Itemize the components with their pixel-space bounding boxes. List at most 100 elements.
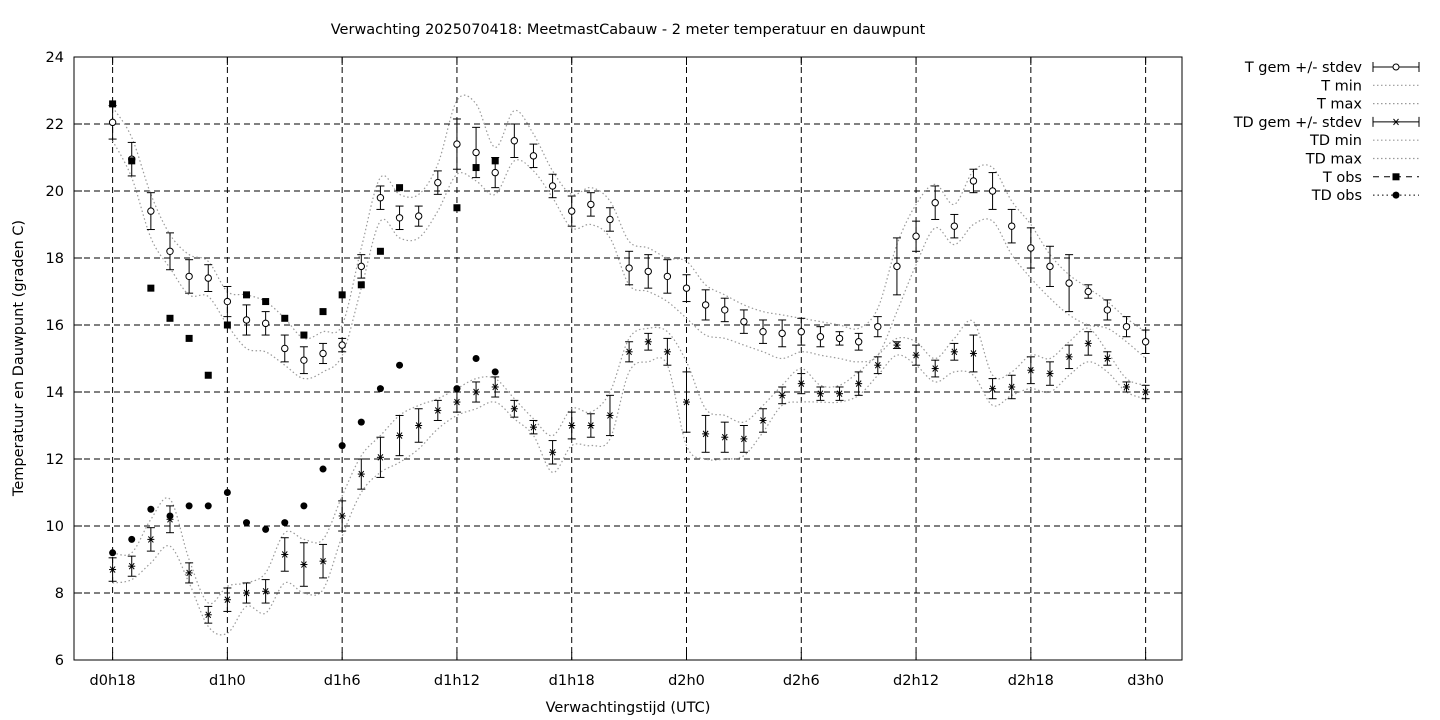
td-mean-point [720, 421, 729, 453]
circle-marker [529, 152, 538, 160]
td-mean-point [127, 555, 136, 577]
t-mean-point [185, 259, 194, 294]
td-mean-point [261, 579, 270, 604]
star-marker [128, 562, 135, 570]
y-tick-label: 22 [46, 117, 64, 133]
circle-marker [185, 272, 193, 281]
x-tick-label: d1h6 [324, 673, 361, 689]
t-obs-point [223, 321, 231, 329]
t-mean-point [969, 168, 978, 194]
circle-marker [644, 267, 652, 276]
circle-marker [816, 333, 825, 341]
td-obs-point [243, 519, 251, 527]
star-marker [702, 430, 709, 438]
star-marker [1142, 388, 1149, 396]
legend-label: T obs [1322, 170, 1362, 186]
td-obs-point [300, 502, 308, 510]
td-mean-point [892, 341, 901, 349]
legend-marker [1392, 191, 1400, 199]
star-marker [1123, 383, 1130, 391]
t-mean-point [1026, 227, 1035, 269]
td-mean-point [739, 425, 748, 453]
t-mean-point [395, 205, 404, 231]
circle-marker [548, 182, 557, 190]
star-marker [224, 596, 231, 604]
star-marker [320, 557, 326, 565]
td-mean-point [912, 344, 921, 366]
series-line-t-min [112, 140, 1146, 380]
t-mean-point [835, 331, 844, 346]
td-mean-point [395, 414, 404, 457]
t-mean-point [701, 289, 710, 321]
t-mean-point [759, 319, 768, 344]
y-tick-label: 6 [55, 653, 64, 669]
t-mean-point [529, 143, 538, 169]
t-mean-point [223, 285, 232, 318]
axes: 6 8 10 12 14 16 18 20 22 24 d0h18 d1h0 d1h6 d1h12 d1h1… [46, 50, 1182, 689]
legend-item: T max [1316, 97, 1419, 113]
t-mean-point [433, 170, 442, 195]
td-mean-point [778, 386, 787, 405]
t-mean-point [376, 185, 385, 210]
td-mean-point [931, 359, 940, 378]
circle-marker [453, 140, 461, 148]
circle-marker [606, 215, 614, 224]
star-marker [205, 611, 212, 619]
td-mean-point [319, 543, 328, 579]
t-mean-point [663, 259, 672, 294]
star-marker [549, 448, 556, 456]
td-obs-point [453, 385, 461, 393]
t-obs-point [281, 314, 289, 322]
td-mean-point [1065, 344, 1074, 370]
star-marker [1047, 370, 1053, 377]
t-mean-point [1122, 316, 1131, 338]
circle-marker [797, 328, 805, 336]
circle-marker [166, 247, 174, 256]
t-obs-point [491, 157, 499, 165]
star-marker [626, 348, 632, 356]
td-mean-point [376, 436, 385, 478]
td-mean-point [701, 414, 710, 453]
t-mean-point [1045, 245, 1054, 287]
star-marker [1085, 340, 1092, 347]
star-marker [779, 392, 786, 399]
circle-marker [300, 356, 308, 364]
t-mean-point [816, 326, 825, 348]
circle-marker [893, 262, 901, 271]
star-marker [262, 588, 269, 595]
t-mean-point [873, 316, 882, 338]
t-mean-point [414, 205, 423, 227]
t-obs-point [338, 291, 346, 299]
td-mean-point [414, 408, 423, 443]
td-mean-point [185, 562, 194, 584]
x-tick-label: d2h6 [783, 673, 820, 689]
circle-marker [204, 274, 212, 282]
td-mean-point [759, 408, 768, 433]
circle-marker [625, 264, 633, 272]
y-tick-label: 10 [46, 519, 64, 535]
circle-marker [1008, 222, 1016, 230]
circle-marker [950, 222, 959, 230]
td-obs-point [166, 512, 174, 520]
star-marker [932, 365, 939, 372]
t-mean-point [1007, 208, 1016, 244]
td-mean-point [1026, 356, 1035, 385]
td-mean-point [816, 386, 825, 401]
td-obs-point [281, 519, 289, 527]
circle-marker [759, 328, 767, 336]
circle-marker [721, 306, 729, 314]
x-tick-label: d2h18 [1008, 673, 1054, 689]
t-mean-point [1065, 254, 1074, 313]
circle-marker [912, 232, 920, 240]
t-mean-point [720, 297, 729, 323]
td-obs-point [376, 385, 384, 393]
legend-label: TD max [1305, 152, 1363, 168]
star-marker [760, 417, 766, 424]
circle-marker [223, 297, 232, 306]
circle-marker [1065, 279, 1073, 287]
td-obs-point [472, 355, 480, 362]
td-mean-point [433, 399, 442, 421]
td-obs-point [319, 465, 327, 473]
td-mean-point [797, 373, 806, 395]
min-max-curves [112, 94, 1146, 636]
